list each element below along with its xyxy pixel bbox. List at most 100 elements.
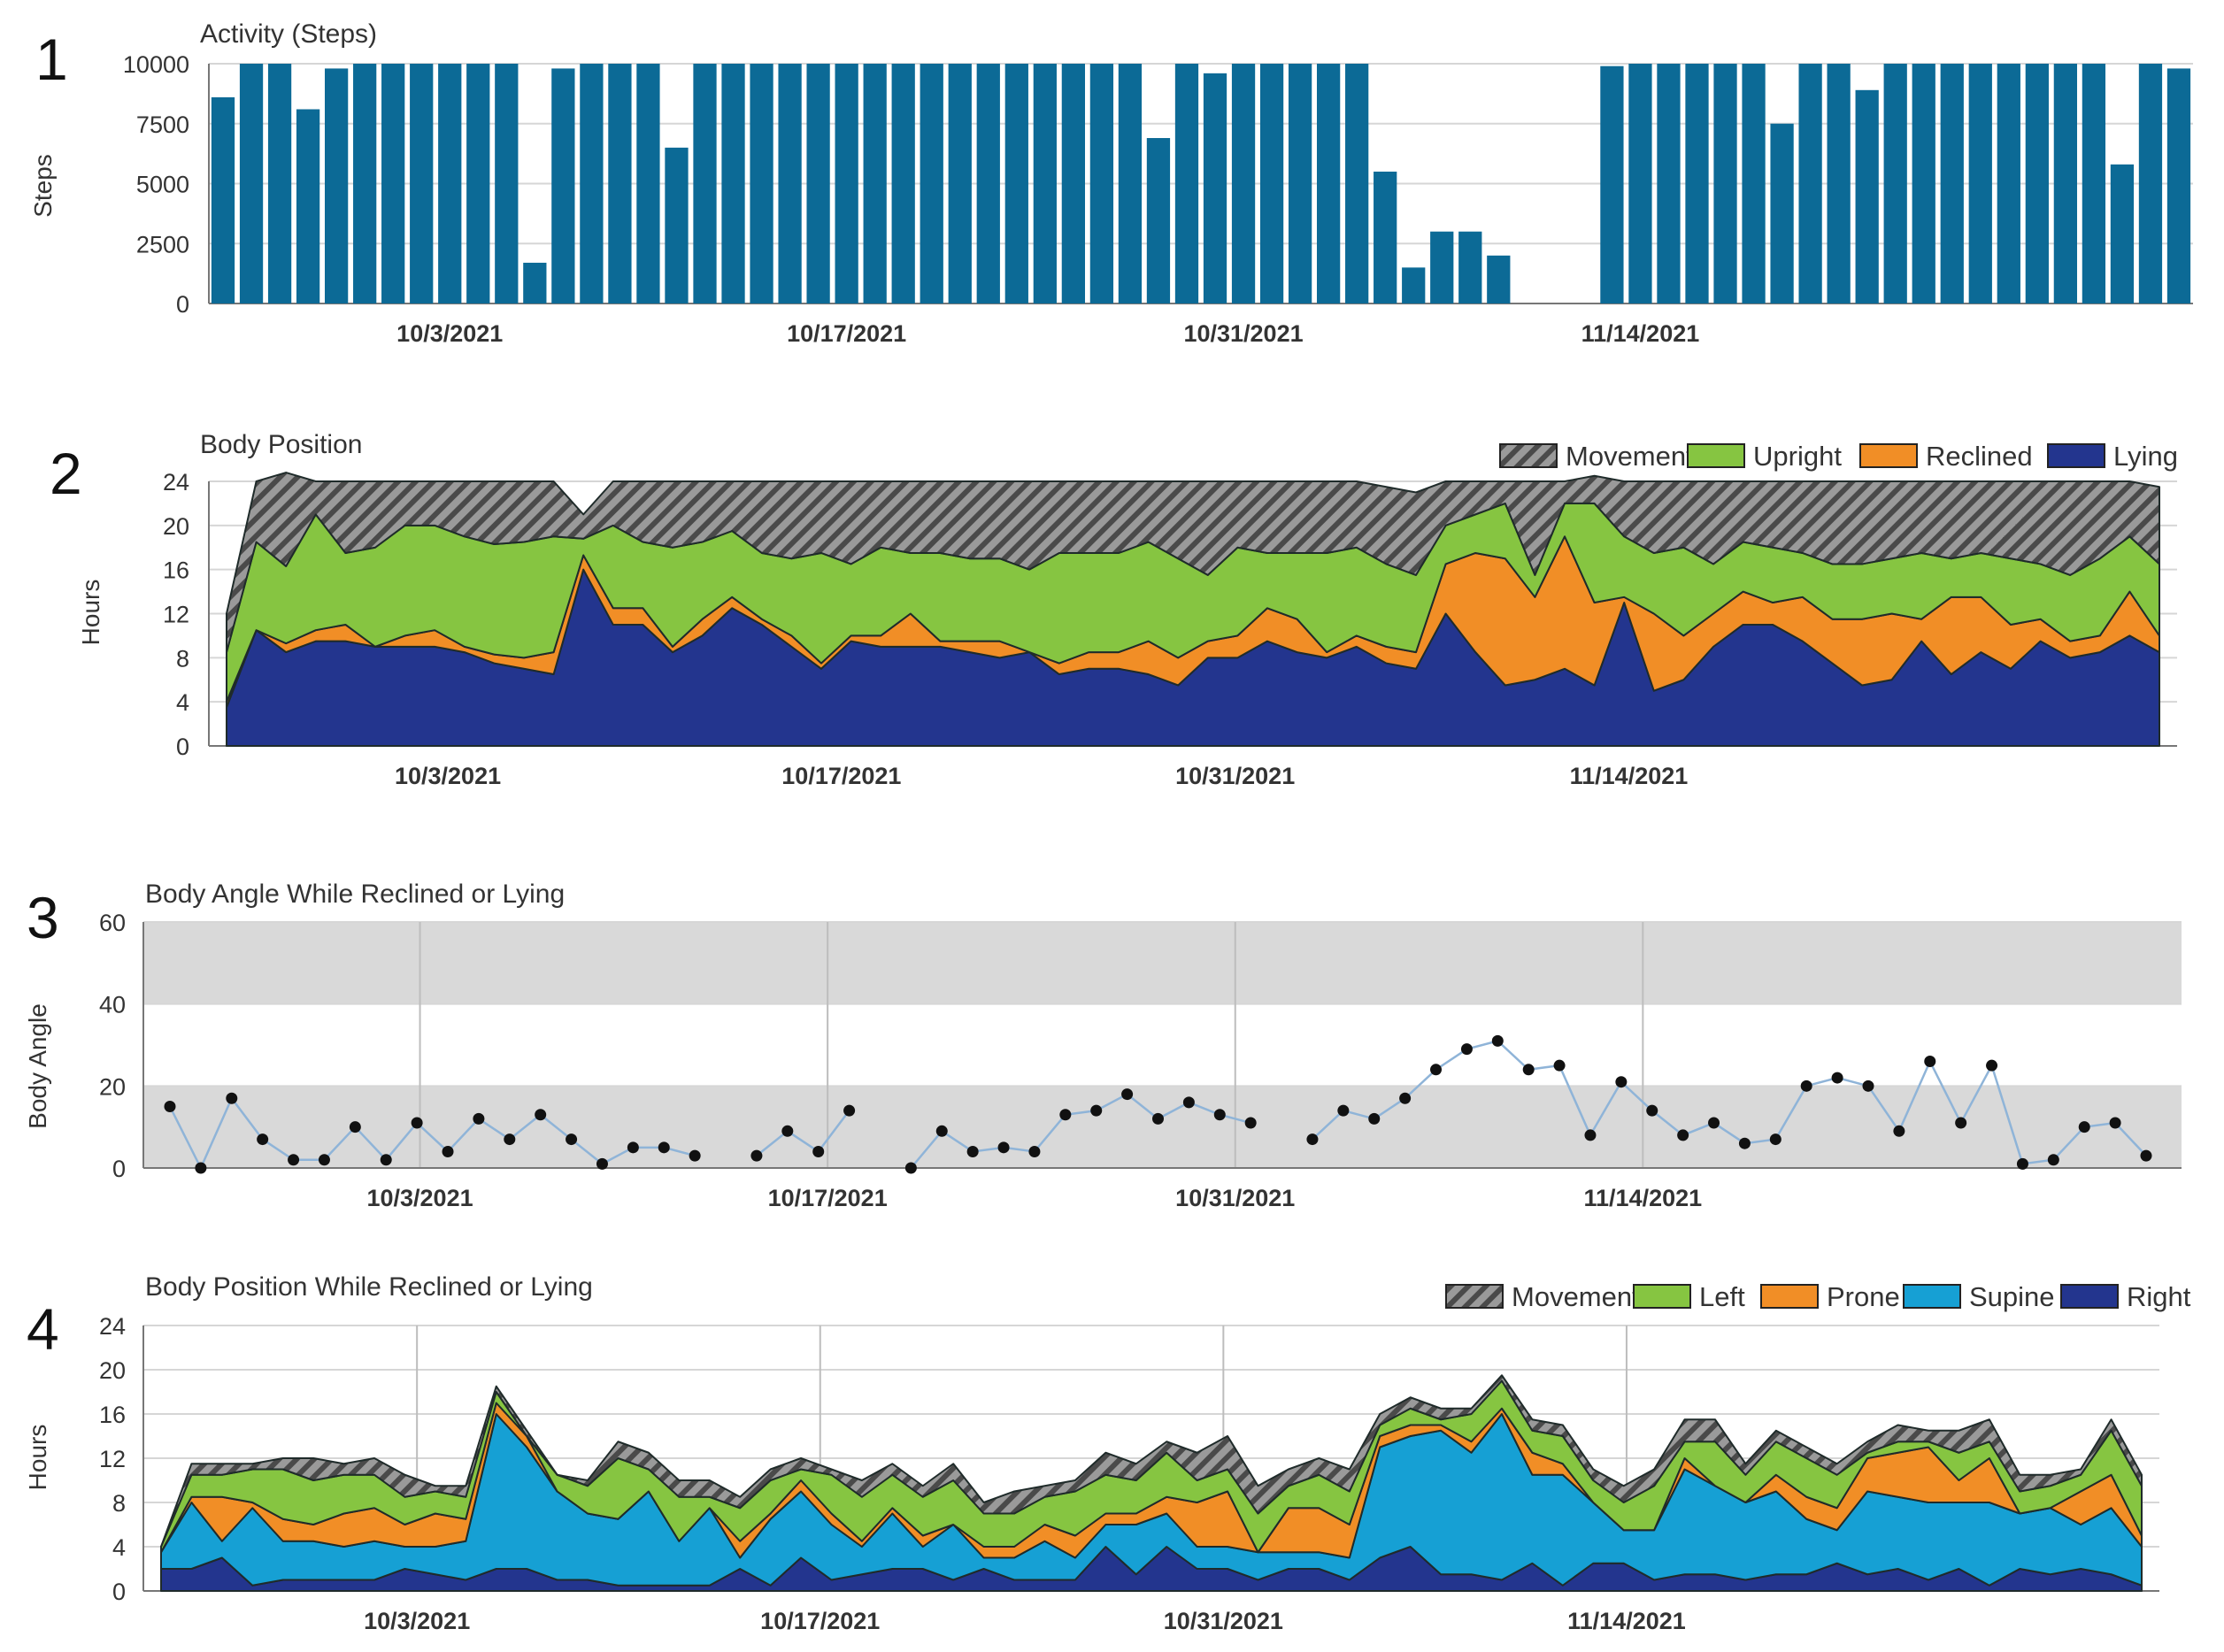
shaded-band — [143, 922, 2182, 1004]
angle-point — [750, 1149, 763, 1162]
x-tick-label: 10/17/2021 — [760, 1608, 880, 1634]
steps-bar — [1033, 64, 1057, 304]
angle-point — [535, 1109, 547, 1121]
angle-line-segment — [1312, 1039, 2147, 1165]
steps-bar — [1713, 64, 1737, 304]
angle-point — [2140, 1149, 2152, 1162]
y-tick-label: 7500 — [136, 111, 189, 138]
y-tick-label: 20 — [99, 1073, 126, 1100]
steps-bar — [1231, 64, 1256, 304]
steps-bar — [523, 262, 547, 304]
steps-chart-panel: 10000 7500 5000 2500 0 10/3/2021 10/17/2021 10/… — [123, 51, 2193, 347]
angle-point — [1893, 1125, 1905, 1137]
x-tick-label: 10/17/2021 — [787, 320, 906, 347]
angle-point — [2016, 1157, 2028, 1170]
legend-swatch-left — [1633, 1284, 1691, 1309]
x-tick-label: 10/3/2021 — [364, 1608, 470, 1634]
legend-4: Movement Left Prone Supine Right — [1445, 1281, 2191, 1312]
chart-title-body-position: Body Position — [200, 430, 362, 459]
x-tick-label: 10/31/2021 — [1175, 1185, 1295, 1211]
steps-bar — [1968, 64, 1992, 304]
angle-point — [1862, 1080, 1874, 1092]
angle-point — [1677, 1129, 1689, 1141]
x-tick-label: 10/31/2021 — [1164, 1608, 1283, 1634]
x-tick-label: 11/14/2021 — [1570, 763, 1689, 789]
steps-bar — [976, 64, 1000, 304]
angle-point — [1059, 1109, 1072, 1121]
chart-title-steps: Activity (Steps) — [200, 19, 377, 49]
y-tick-label: 20 — [99, 1357, 126, 1384]
legend-swatch-reclined — [1859, 443, 1918, 468]
angle-point — [689, 1149, 701, 1162]
legend-label-left: Left — [1699, 1281, 1745, 1312]
angle-point — [1769, 1133, 1782, 1146]
angle-point — [1399, 1092, 1412, 1104]
steps-bar — [1345, 64, 1369, 304]
y-tick-label: 4 — [176, 689, 189, 716]
angle-point — [1955, 1117, 1967, 1129]
angle-point — [288, 1154, 300, 1166]
angle-point — [1491, 1034, 1504, 1047]
angle-point — [195, 1162, 207, 1174]
steps-bar — [863, 64, 887, 304]
y-tick-label: 12 — [99, 1446, 126, 1472]
legend-label-prone: Prone — [1827, 1281, 1900, 1312]
panel-number-4: 4 — [27, 1296, 59, 1362]
legend-swatch-movement — [1445, 1284, 1504, 1309]
angle-point — [1337, 1104, 1350, 1117]
steps-bar — [2138, 64, 2163, 304]
steps-bar — [1628, 64, 1652, 304]
steps-bar — [1997, 64, 2020, 304]
steps-bar — [2166, 68, 2191, 304]
chart-title-reclined-position: Body Position While Reclined or Lying — [145, 1272, 593, 1302]
x-tick-label: 10/17/2021 — [768, 1185, 888, 1211]
legend-label-movement: Movement — [1566, 441, 1694, 472]
angle-point — [318, 1154, 330, 1166]
angle-point — [658, 1141, 670, 1154]
y-tick-label: 0 — [112, 1156, 126, 1182]
y-tick-label: 60 — [99, 910, 126, 936]
steps-bar — [636, 64, 660, 304]
steps-bar — [1685, 64, 1709, 304]
angle-point — [997, 1141, 1010, 1154]
steps-bar — [381, 64, 405, 304]
angle-point — [1460, 1043, 1473, 1056]
angle-point — [2078, 1121, 2090, 1133]
legend-label-movement: Movement — [1512, 1281, 1640, 1312]
steps-bar — [1770, 123, 1794, 304]
angle-point — [1090, 1104, 1103, 1117]
y-tick-label: 0 — [176, 734, 189, 760]
steps-bar — [806, 64, 830, 304]
x-tick-label: 10/31/2021 — [1175, 763, 1295, 789]
angle-point — [935, 1125, 948, 1137]
angle-point — [1213, 1109, 1226, 1121]
y-tick-label: 4 — [112, 1534, 126, 1561]
legend-swatch-lying — [2047, 443, 2105, 468]
angle-point — [1244, 1117, 1257, 1129]
steps-bar — [721, 64, 745, 304]
angle-point — [1615, 1076, 1628, 1088]
steps-bar — [1316, 64, 1341, 304]
steps-bar — [1118, 64, 1143, 304]
angle-point — [1368, 1112, 1381, 1125]
angle-point — [1800, 1080, 1812, 1092]
angle-point — [1182, 1096, 1195, 1109]
angle-point — [1152, 1112, 1164, 1125]
panel-number-3: 3 — [27, 885, 59, 950]
steps-bar — [1004, 64, 1028, 304]
angle-point — [1831, 1072, 1843, 1084]
steps-bar — [693, 64, 717, 304]
chart-title-body-angle: Body Angle While Reclined or Lying — [145, 880, 565, 909]
x-tick-label: 10/17/2021 — [781, 763, 901, 789]
steps-bar — [1146, 138, 1171, 304]
steps-bar — [1089, 64, 1114, 304]
steps-bar — [1883, 64, 1907, 304]
y-tick-label: 8 — [176, 645, 189, 672]
legend-label-upright: Upright — [1753, 441, 1842, 472]
y-tick-label: 20 — [163, 513, 189, 540]
steps-bar — [891, 64, 915, 304]
steps-bar — [1259, 64, 1284, 304]
x-tick-label: 10/31/2021 — [1183, 320, 1303, 347]
steps-bar — [353, 64, 377, 304]
